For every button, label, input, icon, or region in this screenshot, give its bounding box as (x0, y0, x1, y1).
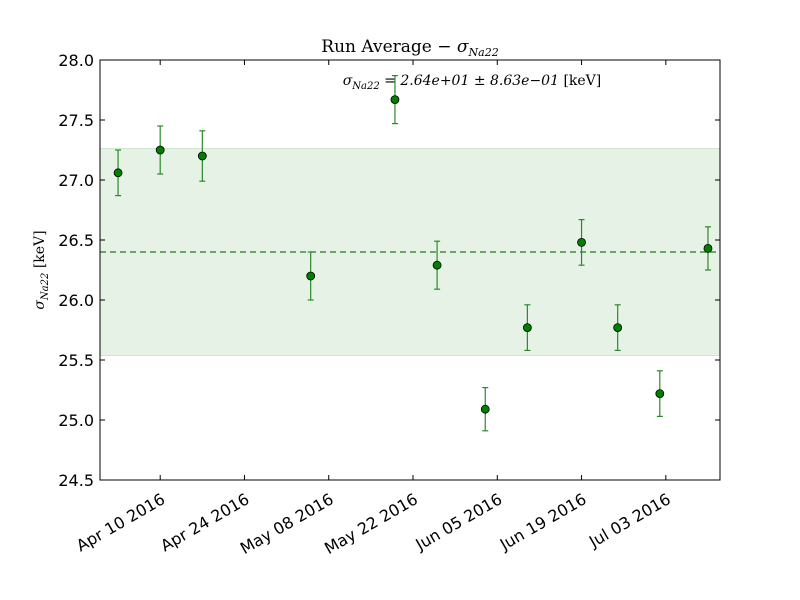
y-tick-label: 26.0 (58, 291, 94, 310)
data-point (155, 145, 165, 155)
y-tick-label: 25.5 (58, 351, 94, 370)
data-point-group (480, 387, 490, 432)
x-tick-label: May 22 2016 (321, 489, 421, 558)
data-point (522, 323, 532, 333)
y-tick-label: 26.5 (58, 231, 94, 250)
data-point-group (703, 226, 713, 271)
data-point-group (432, 240, 442, 290)
data-point (613, 323, 623, 333)
plot-frame (99, 59, 721, 481)
data-point-group (522, 304, 532, 351)
data-point (390, 95, 400, 104)
x-tick-label: May 08 2016 (237, 489, 337, 558)
title-subscript: Na22 (468, 46, 499, 59)
y-tick-label: 27.5 (58, 111, 94, 130)
data-point-group (155, 125, 165, 175)
title-prefix: Run Average − (321, 37, 457, 57)
chart-title: Run Average − σNa22 (321, 37, 498, 59)
y-tick-label: 24.5 (58, 471, 94, 490)
y-tick-label: 27.0 (58, 171, 94, 190)
y-tick-label: 25.0 (58, 411, 94, 430)
data-points-layer (113, 74, 713, 432)
chart-annotation: σNa22 = 2.64e+01 ± 8.63e−01 [keV] (343, 73, 602, 92)
title-symbol: σ (457, 37, 469, 57)
x-tick-label: Jun 19 2016 (496, 489, 590, 554)
data-point-group (655, 370, 665, 417)
data-point-group (306, 251, 316, 301)
data-point (655, 389, 665, 399)
x-tick-label: Jun 05 2016 (412, 489, 506, 554)
y-axis-label: σNa22 [keV] (32, 230, 51, 309)
data-point (480, 404, 490, 414)
data-point-group (390, 74, 400, 125)
data-point (306, 271, 316, 281)
data-point-group (577, 219, 586, 266)
y-axis: 24.5 25.0 25.5 26.0 26.5 27.0 27.5 28.0 (58, 51, 720, 490)
data-point (577, 237, 586, 247)
x-tick-label: Apr 10 2016 (73, 489, 168, 555)
x-tick-label: Jul 03 2016 (585, 489, 674, 551)
data-point-group (613, 304, 623, 351)
data-point (197, 151, 207, 161)
data-point (703, 243, 713, 253)
y-tick-label: 28.0 (58, 51, 94, 70)
data-point (432, 260, 442, 270)
data-point-group (113, 149, 123, 197)
data-point (113, 168, 123, 178)
data-point-group (197, 130, 207, 182)
